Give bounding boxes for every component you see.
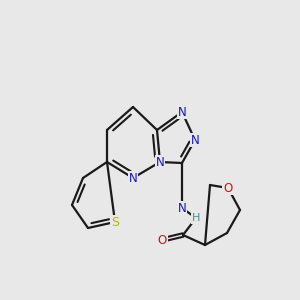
Text: N: N	[156, 155, 164, 169]
Text: O: O	[158, 233, 166, 247]
Text: N: N	[129, 172, 137, 184]
Text: N: N	[190, 134, 200, 146]
Text: N: N	[178, 106, 186, 118]
Text: S: S	[111, 215, 119, 229]
Text: N: N	[178, 202, 186, 214]
Text: O: O	[224, 182, 232, 194]
Text: H: H	[192, 213, 200, 223]
